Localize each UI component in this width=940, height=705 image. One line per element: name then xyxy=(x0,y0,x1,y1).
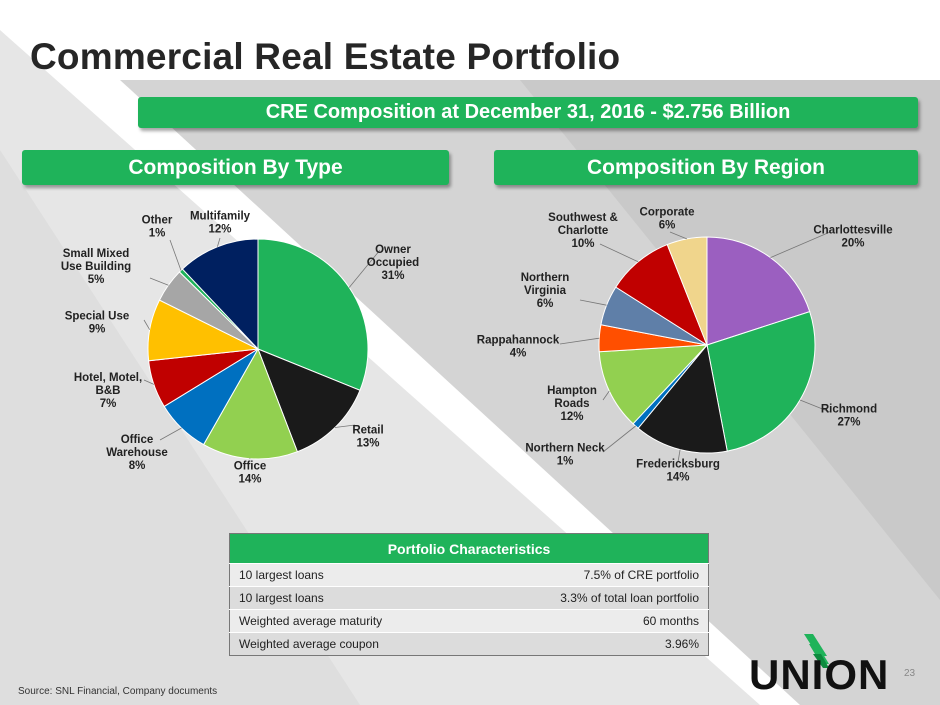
row-label: Weighted average coupon xyxy=(229,632,473,656)
portfolio-characteristics-table: Portfolio Characteristics 10 largest loa… xyxy=(229,533,709,656)
composition-by-type-banner: Composition By Type xyxy=(22,150,449,185)
type-label-0: Owner Occupied 31% xyxy=(367,244,419,282)
composition-by-region-banner: Composition By Region xyxy=(494,150,918,185)
row-value: 3.96% xyxy=(472,632,709,656)
type-leader-1 xyxy=(334,424,356,428)
row-value: 3.3% of total loan portfolio xyxy=(472,586,709,610)
table-row: Weighted average coupon 3.96% xyxy=(229,632,709,656)
region-label-4: Hampton Roads 12% xyxy=(547,385,597,423)
region-label-6: Northern Virginia 6% xyxy=(521,272,570,310)
type-leader-6 xyxy=(149,277,169,286)
union-logo: UNION xyxy=(749,634,889,694)
region-leader-1 xyxy=(799,399,831,413)
region-label-7: Southwest & Charlotte 10% xyxy=(548,212,618,250)
row-label: Weighted average maturity xyxy=(229,609,473,633)
type-label-3: Office Warehouse 8% xyxy=(106,434,168,472)
logo-mark-icon xyxy=(804,634,829,668)
region-leader-4 xyxy=(602,390,610,401)
cre-composition-banner: CRE Composition at December 31, 2016 - $… xyxy=(138,97,918,128)
table-header: Portfolio Characteristics xyxy=(229,533,709,564)
type-label-4: Hotel, Motel, B&B 7% xyxy=(74,372,142,410)
region-label-0: Charlottesville 20% xyxy=(813,225,892,250)
region-label-2: Fredericksburg 14% xyxy=(636,459,720,484)
row-value: 60 months xyxy=(472,609,709,633)
source-note: Source: SNL Financial, Company documents xyxy=(18,686,218,697)
type-label-2: Office 14% xyxy=(234,461,267,486)
region-leader-2 xyxy=(677,449,681,463)
type-slice-1 xyxy=(257,348,361,453)
region-label-8: Corporate 6% xyxy=(640,207,695,232)
type-label-5: Special Use 9% xyxy=(65,311,130,336)
region-slice-2 xyxy=(637,343,728,454)
region-leader-7 xyxy=(599,243,639,263)
region-leader-3 xyxy=(602,425,636,453)
region-leader-0 xyxy=(770,231,831,258)
region-slice-0 xyxy=(706,236,811,346)
type-leader-7 xyxy=(169,239,182,271)
type-label-1: Retail 13% xyxy=(352,425,383,450)
row-label: 10 largest loans xyxy=(229,586,473,610)
row-value: 7.5% of CRE portfolio xyxy=(472,563,709,587)
type-label-8: Multifamily 12% xyxy=(190,211,251,236)
type-label-7: Other 1% xyxy=(142,215,173,240)
region-label-3: Northern Neck 1% xyxy=(525,443,605,468)
region-label-5: Rappahannock 4% xyxy=(477,335,560,360)
region-leader-6 xyxy=(579,299,607,306)
type-label-6: Small Mixed Use Building 5% xyxy=(61,248,131,286)
table-row: 10 largest loans 7.5% of CRE portfolio xyxy=(229,563,709,587)
region-slice-1 xyxy=(706,310,816,452)
type-leader-0 xyxy=(348,249,381,288)
type-leader-5 xyxy=(143,319,151,330)
type-leader-4 xyxy=(143,379,155,385)
region-leader-8 xyxy=(669,231,687,240)
region-slice-8 xyxy=(666,236,708,346)
logo-text: UNION xyxy=(749,651,889,694)
type-leader-8 xyxy=(217,237,221,247)
page-number: 23 xyxy=(904,668,916,679)
region-label-1: Richmond 27% xyxy=(821,404,877,429)
page-title: Commercial Real Estate Portfolio xyxy=(30,36,621,77)
region-leader-5 xyxy=(559,337,600,345)
type-leader-3 xyxy=(159,427,182,441)
table-row: 10 largest loans 3.3% of total loan port… xyxy=(229,586,709,610)
table-row: Weighted average maturity 60 months xyxy=(229,609,709,633)
type-slice-0 xyxy=(257,238,369,391)
row-label: 10 largest loans xyxy=(229,563,473,587)
